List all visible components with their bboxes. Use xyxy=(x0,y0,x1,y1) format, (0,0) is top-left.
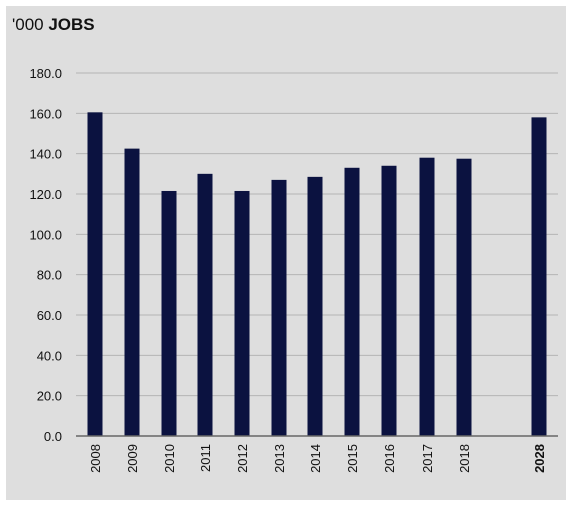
y-tick-label: 40.0 xyxy=(37,348,62,363)
bar-2012 xyxy=(234,190,250,436)
bar-2013 xyxy=(271,179,287,436)
x-tick-label: 2012 xyxy=(235,444,250,473)
bar-2009 xyxy=(124,148,140,436)
bar-2016 xyxy=(381,165,397,436)
y-tick-label: 100.0 xyxy=(29,227,62,242)
bar-2010 xyxy=(161,190,177,436)
bar-2008 xyxy=(87,112,103,436)
y-tick-label: 20.0 xyxy=(37,389,62,404)
bar-2014 xyxy=(307,176,323,436)
y-tick-label: 0.0 xyxy=(44,429,62,444)
x-tick-label: 2017 xyxy=(420,444,435,473)
y-tick-label: 80.0 xyxy=(37,268,62,283)
x-tick-label: 2010 xyxy=(162,444,177,473)
x-tick-label: 2009 xyxy=(125,444,140,473)
x-tick-label: 2016 xyxy=(382,444,397,473)
chart-title-unit: '000 xyxy=(12,15,44,34)
x-tick-label: 2018 xyxy=(457,444,472,473)
bar-chart: 0.0 20.0 40.0 60.0 80.0 100.0 120.0 140.0 160.0 1… xyxy=(29,66,558,473)
bar-2018 xyxy=(456,158,472,437)
x-tick-label: 2011 xyxy=(198,444,213,472)
y-tick-label: 160.0 xyxy=(29,106,62,121)
y-tick-label: 120.0 xyxy=(29,187,62,202)
chart-title-main: JOBS xyxy=(48,15,95,34)
x-tick-label: 2028 xyxy=(532,444,547,473)
bar-2017 xyxy=(419,157,435,436)
chart-title: '000 JOBS xyxy=(12,15,95,35)
y-tick-label: 60.0 xyxy=(37,308,62,323)
y-tick-label: 180.0 xyxy=(29,66,62,81)
bar-2011 xyxy=(197,173,213,437)
x-tick-label: 2014 xyxy=(308,444,323,473)
y-tick-label: 140.0 xyxy=(29,147,62,162)
x-tick-label: 2008 xyxy=(88,444,103,473)
bar-2028 xyxy=(531,117,547,436)
bar-2015 xyxy=(344,167,360,437)
x-tick-label: 2013 xyxy=(272,444,287,473)
x-tick-label: 2015 xyxy=(345,444,360,473)
chart-panel: '000 JOBS 0.0 20.0 40.0 60.0 80.0 100.0 120.0 1… xyxy=(6,6,566,500)
